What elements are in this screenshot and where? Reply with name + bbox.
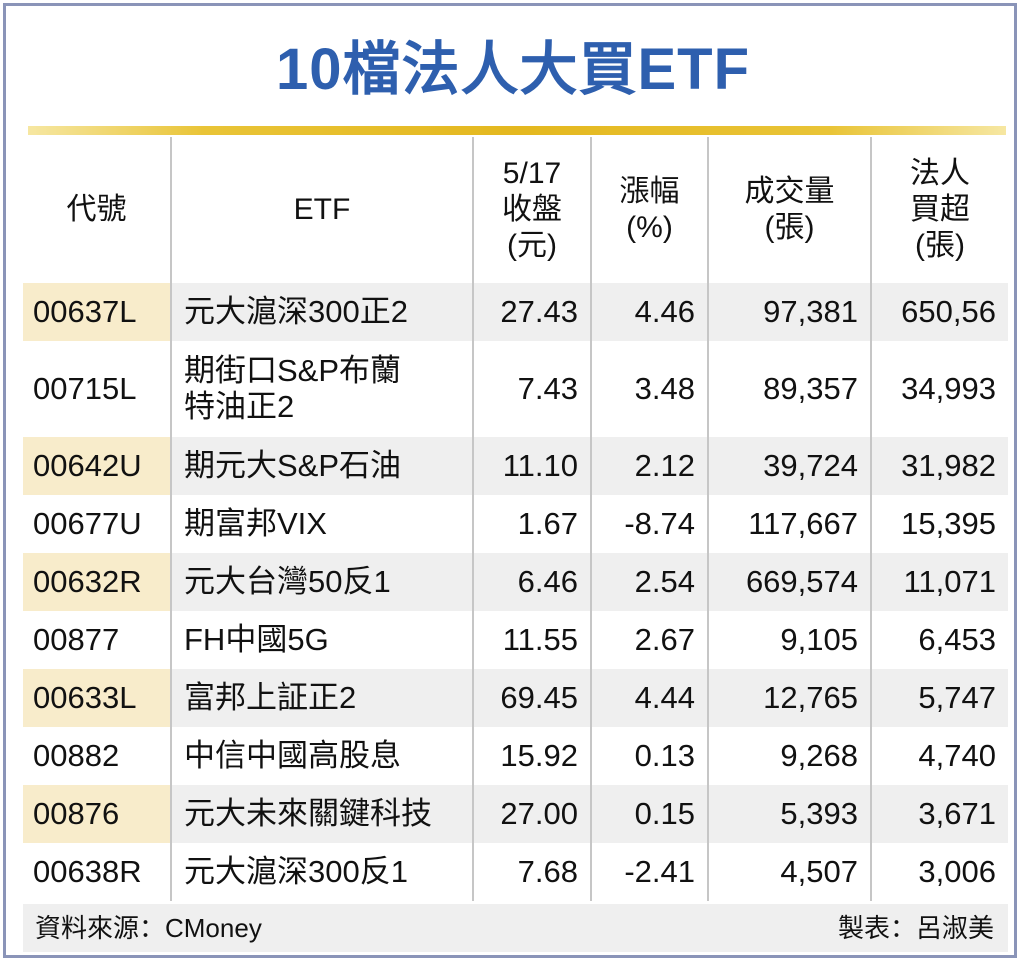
volume: 89,357 (708, 341, 872, 437)
volume: 9,268 (708, 727, 872, 785)
table-row: 00876 元大未來關鍵科技 27.00 0.15 5,393 3,671 (23, 785, 1008, 843)
header-etf: ETF (171, 137, 474, 283)
etf-name: FH中國5G (171, 611, 474, 669)
source-credit: 資料來源：CMoney (35, 913, 262, 943)
change-pct: -2.41 (591, 843, 709, 901)
etf-name: 富邦上証正2 (171, 669, 474, 727)
header-net-buy: 法人 買超 (張) (910, 157, 970, 262)
volume: 117,667 (708, 495, 872, 553)
close-price: 7.43 (473, 341, 592, 437)
net-buy: 34,993 (901, 371, 996, 406)
etf-code: 00642U (23, 437, 172, 495)
etf-name: 期富邦VIX (171, 495, 474, 553)
close-price: 15.92 (473, 727, 592, 785)
maker-credit: 製表：呂淑美 (837, 913, 994, 943)
close-price: 11.55 (473, 611, 592, 669)
etf-name: 期元大S&P石油 (171, 437, 474, 495)
etf-code: 00638R (23, 843, 172, 901)
close-price: 27.43 (473, 283, 592, 341)
etf-name: 元大未來關鍵科技 (171, 785, 474, 843)
net-buy: 4,740 (918, 738, 996, 773)
change-pct: 0.15 (591, 785, 709, 843)
net-buy: 650,56 (871, 283, 1008, 341)
table-row: 00632R 元大台灣50反1 6.46 2.54 669,574 11,071 (23, 553, 1008, 611)
change-pct: 4.46 (591, 283, 709, 341)
close-price: 6.46 (473, 553, 592, 611)
table-row: 00637L 元大滬深300正2 27.43 4.46 97,381 650,5… (23, 283, 1008, 341)
table-row: 00633L 富邦上証正2 69.45 4.44 12,765 5,747 (23, 669, 1008, 727)
etf-table: 代號 ETF 5/17 收盤 (元) 漲幅 (%) 成交量 (張) 法人 買超 (張) 00… (23, 137, 1008, 901)
net-buy: 11,071 (871, 553, 1008, 611)
net-buy: 31,982 (871, 437, 1008, 495)
page-title: 10檔法人大買ETF (275, 37, 751, 102)
title-divider (28, 126, 1006, 135)
etf-name: 期街口S&P布蘭 特油正2 (171, 341, 474, 437)
volume: 12,765 (708, 669, 872, 727)
etf-name: 元大台灣50反1 (171, 553, 474, 611)
etf-code: 00876 (23, 785, 172, 843)
close-price: 7.68 (473, 843, 592, 901)
etf-name: 中信中國高股息 (171, 727, 474, 785)
change-pct: 4.44 (591, 669, 709, 727)
change-pct: 2.67 (591, 611, 709, 669)
change-pct: -8.74 (591, 495, 709, 553)
net-buy: 5,747 (871, 669, 1008, 727)
change-pct: 2.12 (591, 437, 709, 495)
etf-code: 00882 (23, 727, 172, 785)
volume: 97,381 (708, 283, 872, 341)
table-header-row: 代號 ETF 5/17 收盤 (元) 漲幅 (%) 成交量 (張) 法人 買超 (張) (23, 137, 1008, 283)
etf-code: 00715L (23, 341, 172, 437)
header-change: 漲幅 (%) (591, 137, 709, 283)
net-buy: 6,453 (918, 622, 996, 657)
volume: 9,105 (708, 611, 872, 669)
volume: 669,574 (708, 553, 872, 611)
etf-code: 00877 (23, 611, 172, 669)
net-buy: 15,395 (901, 506, 996, 541)
volume: 4,507 (708, 843, 872, 901)
close-price: 27.00 (473, 785, 592, 843)
change-pct: 0.13 (591, 727, 709, 785)
change-pct: 2.54 (591, 553, 709, 611)
net-buy: 3,006 (918, 854, 996, 889)
header-close: 5/17 收盤 (元) (473, 137, 592, 283)
etf-code: 00677U (23, 495, 172, 553)
header-code: 代號 (23, 137, 172, 283)
change-pct: 3.48 (591, 341, 709, 437)
infographic-frame: 10檔法人大買ETF 代號 ETF 5/17 收盤 (元) 漲幅 (%) 成交量 (張)… (3, 3, 1017, 958)
close-price: 1.67 (473, 495, 592, 553)
table-row: 00877 FH中國5G 11.55 2.67 9,105 6,453 (23, 611, 1008, 669)
close-price: 11.10 (473, 437, 592, 495)
table-row: 00638R 元大滬深300反1 7.68 -2.41 4,507 3,006 (23, 843, 1008, 901)
close-price: 69.45 (473, 669, 592, 727)
table-row: 00882 中信中國高股息 15.92 0.13 9,268 4,740 (23, 727, 1008, 785)
volume: 5,393 (708, 785, 872, 843)
etf-code: 00637L (23, 283, 172, 341)
etf-name: 元大滬深300正2 (171, 283, 474, 341)
etf-name: 元大滬深300反1 (171, 843, 474, 901)
net-buy: 3,671 (871, 785, 1008, 843)
table-row: 00677U 期富邦VIX 1.67 -8.74 117,667 15,395 (23, 495, 1008, 553)
table-row: 00715L 期街口S&P布蘭 特油正2 7.43 3.48 89,357 34,… (23, 341, 1008, 437)
footer-bar: 資料來源：CMoney 製表：呂淑美 (23, 904, 1008, 952)
volume: 39,724 (708, 437, 872, 495)
etf-code: 00632R (23, 553, 172, 611)
etf-code: 00633L (23, 669, 172, 727)
header-volume: 成交量 (張) (708, 137, 872, 283)
table-row: 00642U 期元大S&P石油 11.10 2.12 39,724 31,982 (23, 437, 1008, 495)
